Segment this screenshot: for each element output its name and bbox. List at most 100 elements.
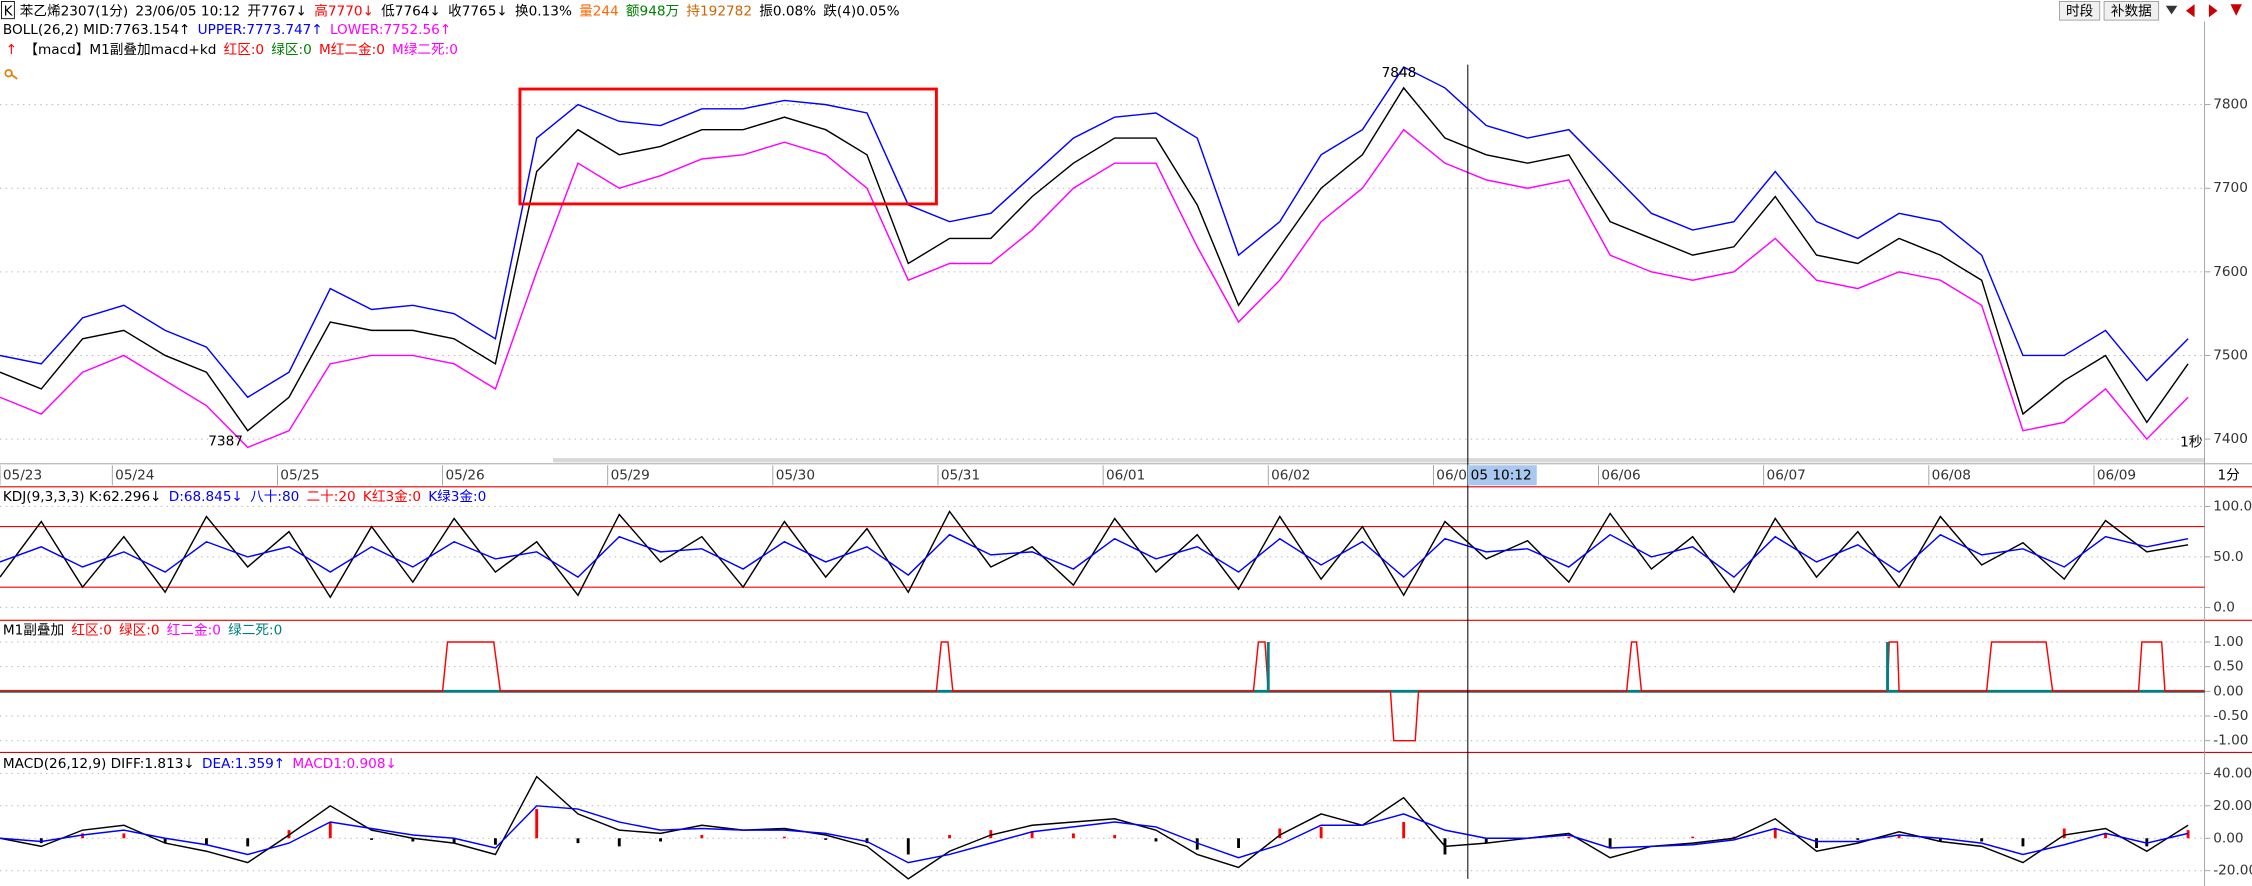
legend-item: M红二金:0 — [319, 42, 385, 58]
high-label: 7848 — [1382, 65, 1417, 81]
legend-item: MACD1:0.908↓ — [292, 756, 397, 772]
legend-item: MACD(26,12,9) DIFF:1.813↓ — [3, 756, 195, 772]
legend-item: DEA:1.359↑ — [202, 756, 285, 772]
legend-item: 红区:0 — [224, 42, 265, 58]
legend-item: 绿二死:0 — [228, 622, 282, 638]
y-tick-label: -20.00 — [2213, 863, 2252, 879]
legend-item: 【macd】M1副叠加macd+kd — [24, 42, 216, 58]
prev-icon[interactable] — [2185, 4, 2195, 18]
legend-item: 八十:80 — [250, 489, 299, 505]
legend-item: 收7765↓ — [448, 3, 508, 19]
legend-item: K — [4, 3, 14, 19]
legend-line: KDJ(9,3,3,3) K:62.296↓ D:68.845↓ 八十:80 二十:2… — [3, 489, 486, 505]
legend-item: 二十:20 — [307, 489, 356, 505]
y-tick-label: 40.00 — [2213, 765, 2252, 781]
y-tick-label: 7800 — [2213, 97, 2248, 113]
toolbar: 时段 补数据 — [2059, 1, 2242, 21]
menu-icon[interactable] — [2165, 5, 2178, 15]
button[interactable]: 补数据 — [2111, 3, 2152, 19]
highlight-box — [518, 87, 938, 206]
legend-item: UPPER:7773.747↑ — [198, 22, 323, 38]
cursor-label: 05 10:12 — [1471, 467, 1532, 483]
x-tick-label: 05/24 — [115, 467, 154, 483]
legend-item: M绿二死:0 — [392, 42, 458, 58]
legend-item: 换0.13% — [515, 2, 572, 19]
y-tick-label: 100.0 — [2213, 498, 2252, 514]
legend-item: 23/06/05 10:12 — [135, 3, 240, 19]
y-tick-label: -0.50 — [2213, 708, 2248, 724]
y-tick-label: 50.0 — [2213, 549, 2243, 565]
button-frame[interactable] — [2103, 1, 2160, 21]
legend-line: K 苯乙烯2307(1分) 23/06/05 10:12 开7767↓ 高7770↓ 低7… — [4, 2, 900, 19]
period-label: 1分 — [2218, 467, 2241, 483]
legend-item: KDJ(9,3,3,3) K:62.296↓ — [3, 489, 162, 505]
legend-item: 开7767↓ — [247, 3, 307, 19]
series-line — [0, 510, 2189, 599]
series-line — [0, 775, 2189, 880]
legend-item: 额948万 — [626, 3, 679, 19]
legend-item: 绿区:0 — [271, 42, 312, 58]
button-frame[interactable] — [2059, 1, 2101, 21]
y-tick-label: -1.00 — [2213, 733, 2248, 749]
x-tick-label: 06/02 — [1271, 467, 1310, 483]
key-icon — [4, 69, 18, 80]
y-tick-label: 0.00 — [2213, 830, 2243, 846]
x-tick-label: 06/06 — [1601, 467, 1640, 483]
x-tick-label: 05/26 — [445, 467, 484, 483]
legend-item: 红二金:0 — [167, 622, 221, 638]
legend-item: D:68.845↓ — [169, 489, 243, 505]
x-tick-label: 05/23 — [3, 467, 42, 483]
low-label: 7387 — [208, 433, 243, 449]
cursor-box — [1467, 465, 1537, 486]
y-tick-label: 7500 — [2213, 347, 2248, 363]
series-line — [0, 86, 2189, 432]
y-tick-label: 7700 — [2213, 180, 2248, 196]
series-line — [0, 533, 2189, 579]
x-tick-label: 06/07 — [1767, 467, 1806, 483]
code-box — [1, 1, 15, 20]
next-icon[interactable] — [2208, 4, 2218, 18]
x-tick-label: 06/09 — [2097, 467, 2136, 483]
legend-item: BOLL(26,2) MID:7763.154↑ — [3, 22, 191, 38]
button[interactable]: 时段 — [2066, 3, 2094, 19]
down-icon[interactable] — [2230, 4, 2242, 16]
y-tick-label: 0.0 — [2213, 599, 2235, 615]
x-tick-label: 06/01 — [1106, 467, 1145, 483]
x-tick-label: 05/29 — [611, 467, 650, 483]
legend-item: 量244 — [579, 3, 619, 19]
series-line — [0, 128, 2189, 449]
x-tick-label: 06/05 — [1436, 467, 1475, 483]
legend-line: BOLL(26,2) MID:7763.154↑ UPPER:7773.747↑ L… — [3, 22, 451, 38]
legend-item: 苯乙烯2307(1分) — [20, 3, 128, 19]
y-tick-label: 7400 — [2213, 431, 2248, 447]
x-tick-label: 05/25 — [280, 467, 319, 483]
x-tick-label: 05/31 — [941, 467, 980, 483]
legend-item: 红区:0 — [71, 622, 112, 638]
y-tick-label: 0.50 — [2213, 659, 2243, 675]
x-tick-label: 05/30 — [776, 467, 815, 483]
legend-item: 绿区:0 — [119, 622, 160, 638]
legend-item: LOWER:7752.56↑ — [330, 22, 451, 38]
speed-label: 1秒 — [2180, 434, 2202, 450]
legend-line: M1副叠加 红区:0 绿区:0 红二金:0 绿二死:0 — [3, 622, 282, 638]
y-tick-label: 0.00 — [2213, 683, 2243, 699]
legend-item: 低7764↓ — [381, 3, 441, 19]
y-tick-label: 1.00 — [2213, 634, 2243, 650]
legend-item: 高7770↓ — [314, 2, 374, 19]
legend-line: MACD(26,12,9) DIFF:1.813↓ DEA:1.359↑ MACD1… — [3, 756, 397, 772]
legend-item: K绿3金:0 — [428, 489, 486, 505]
legend-item: 跌(4)0.05% — [823, 3, 899, 19]
series-line — [0, 641, 2205, 742]
y-tick-label: 7600 — [2213, 264, 2248, 280]
legend-item: 振0.08% — [759, 3, 816, 19]
series-line — [0, 66, 2189, 399]
legend-item: 持192782 — [686, 3, 752, 19]
legend-item: ↑ — [6, 42, 17, 58]
series-line — [0, 805, 2189, 864]
scrollbar[interactable] — [552, 458, 2205, 463]
y-tick-label: 20.00 — [2213, 798, 2252, 814]
